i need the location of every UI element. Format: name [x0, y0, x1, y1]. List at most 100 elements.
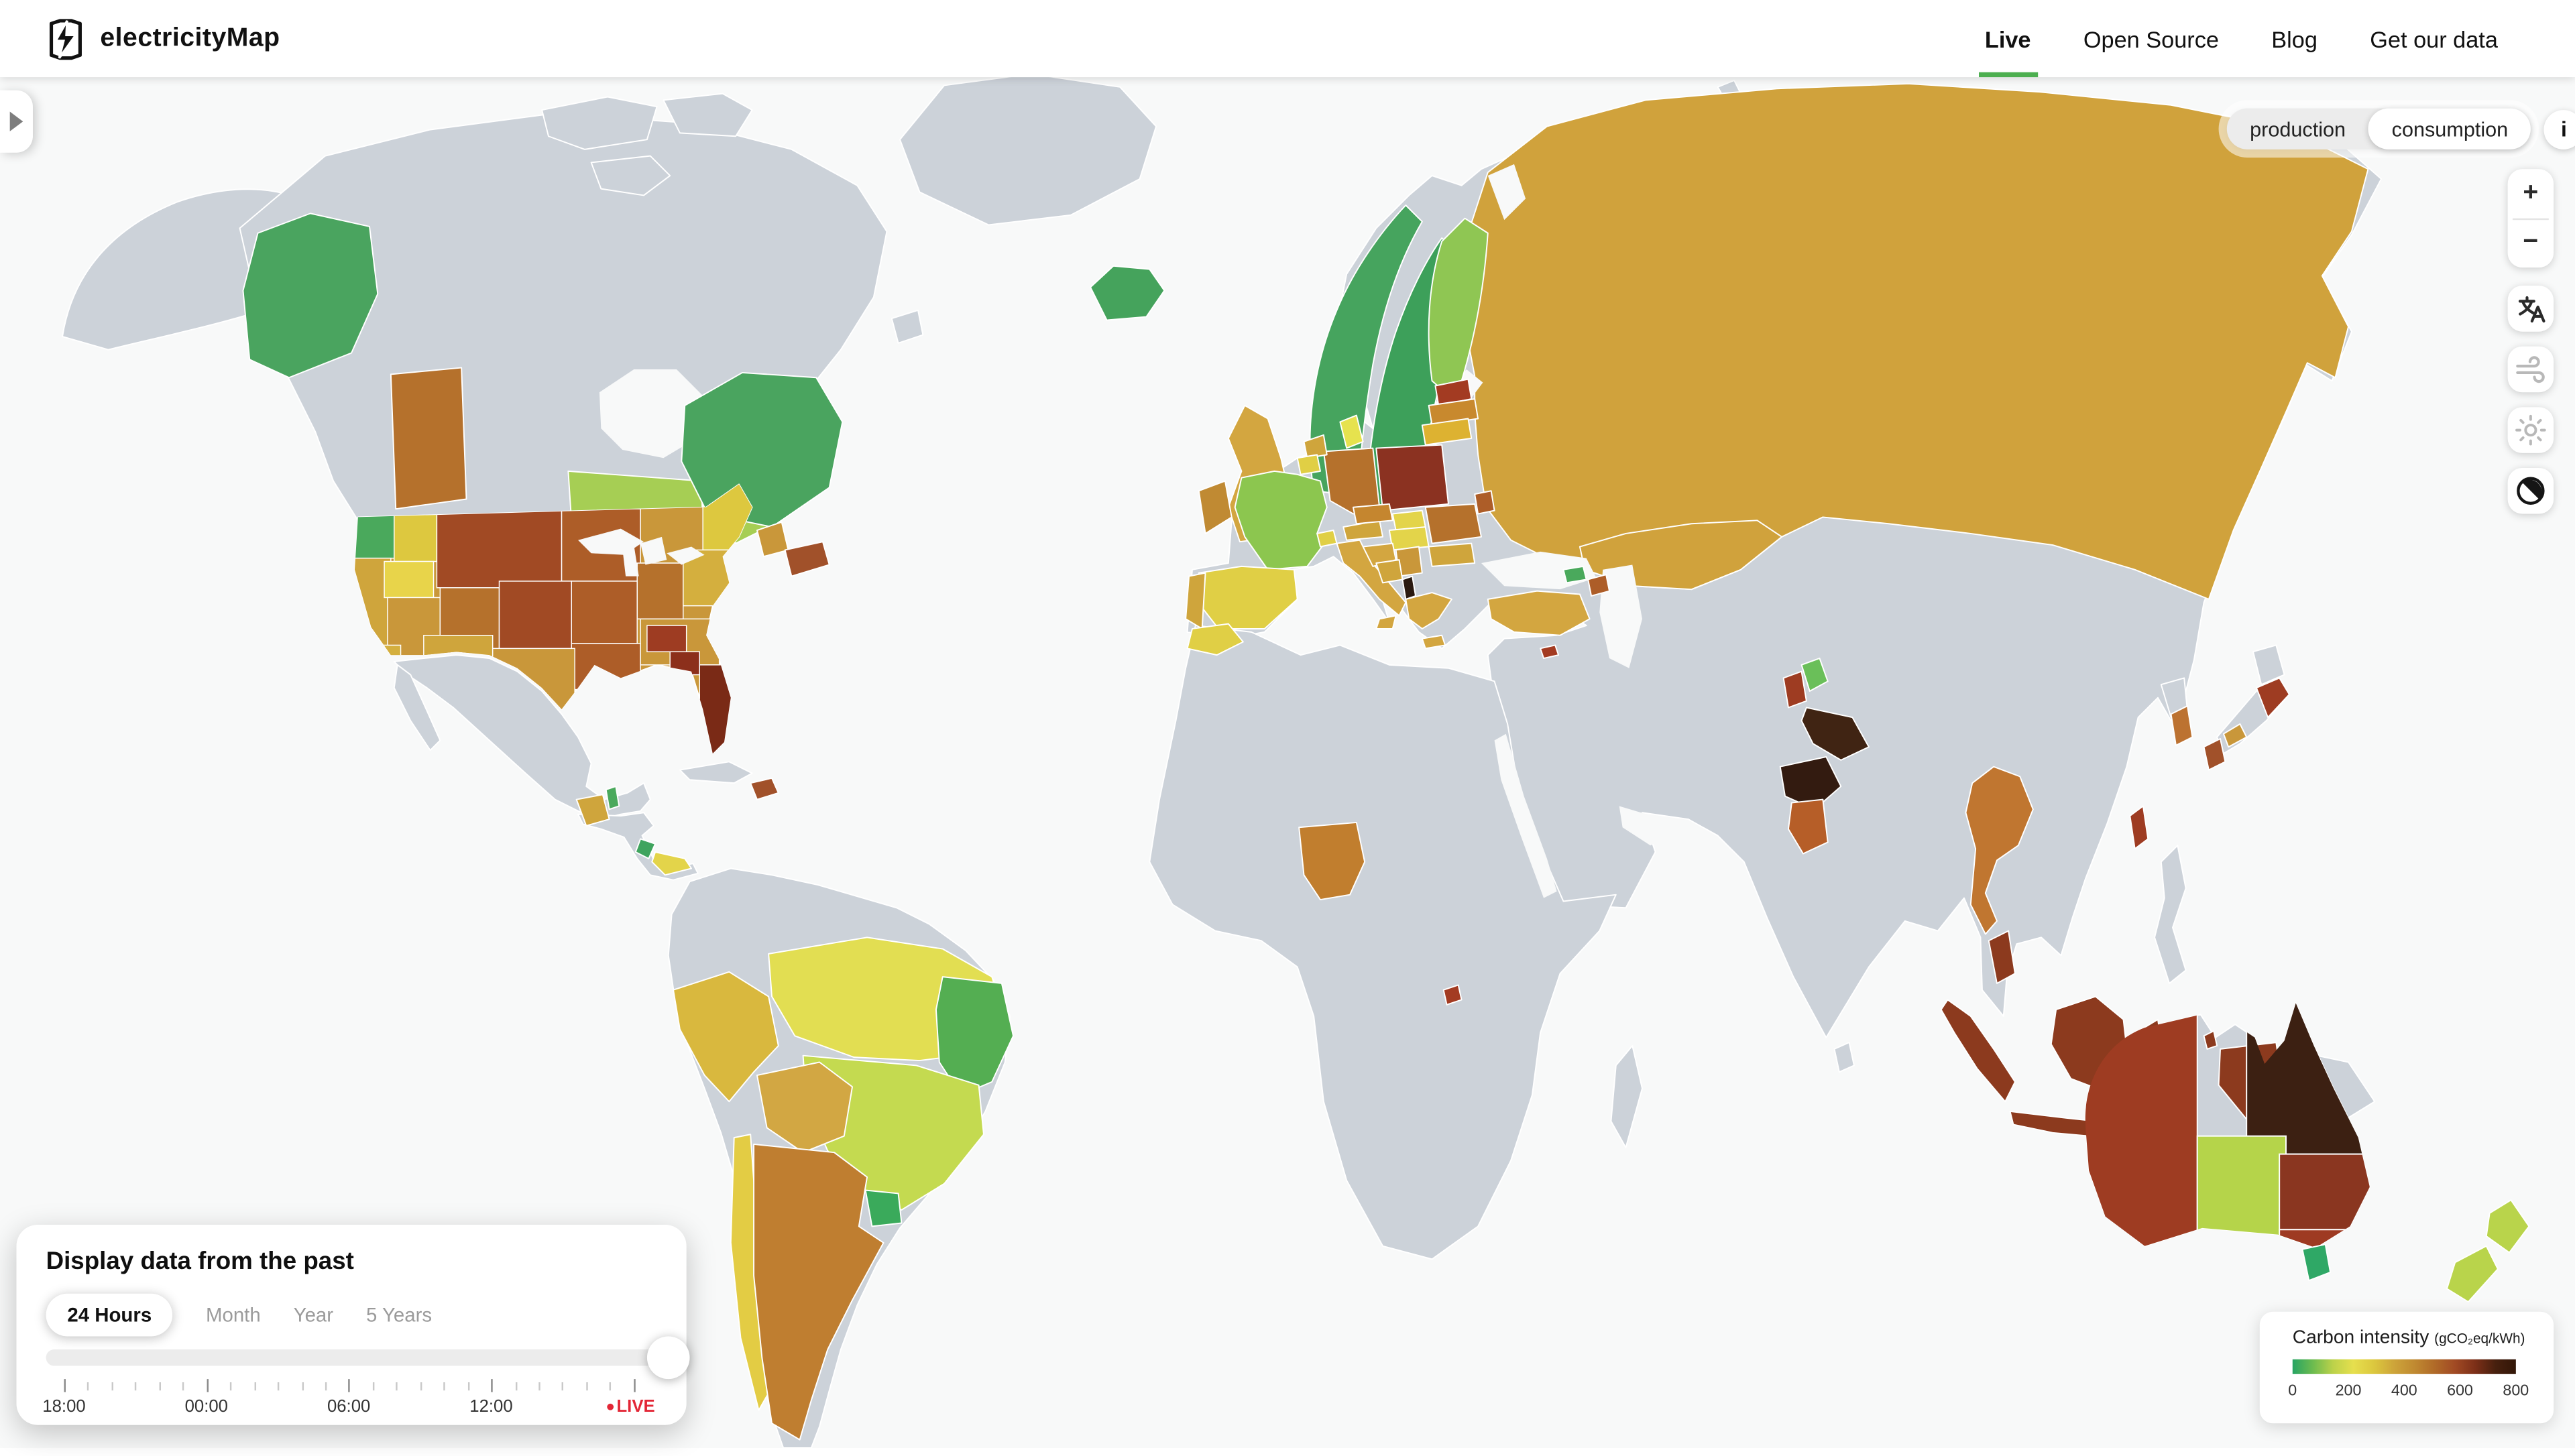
- region-moldova[interactable]: [1474, 490, 1495, 515]
- left-panel-expand-button[interactable]: [0, 90, 33, 153]
- region-costa-rica[interactable]: [634, 838, 656, 859]
- region-taiwan[interactable]: [2129, 805, 2149, 850]
- region-russia[interactable]: [1461, 82, 2369, 600]
- wind-layer-button[interactable]: [2507, 346, 2554, 393]
- region-india-karnataka[interactable]: [1787, 798, 1829, 855]
- region-turkey[interactable]: [1487, 590, 1591, 636]
- region-kosovo[interactable]: [1401, 575, 1417, 600]
- range-tabs: 24 Hours Month Year 5 Years: [46, 1293, 433, 1337]
- region-sumatra[interactable]: [1940, 999, 2016, 1103]
- region-guatemala[interactable]: [575, 794, 610, 827]
- region-us-montana-dakotas[interactable]: [436, 508, 563, 589]
- timeline-tick: [420, 1382, 422, 1391]
- range-tab-year[interactable]: Year: [293, 1303, 334, 1327]
- region-india-uttar-pradesh[interactable]: [1800, 707, 1870, 761]
- region-switzerland[interactable]: [1316, 530, 1338, 548]
- range-tab-5-years[interactable]: 5 Years: [366, 1303, 433, 1327]
- region-us-idaho[interactable]: [394, 508, 438, 562]
- region-sri-lanka: [1833, 1042, 1855, 1073]
- region-nova-scotia[interactable]: [784, 541, 830, 577]
- region-crete[interactable]: [1421, 634, 1446, 650]
- region-japan-chugoku[interactable]: [2222, 723, 2248, 748]
- region-japan-tohoku[interactable]: [2255, 677, 2290, 719]
- language-button[interactable]: [2507, 286, 2554, 332]
- region-belgium[interactable]: [1296, 454, 1321, 475]
- range-tab-24-hours[interactable]: 24 Hours: [46, 1293, 174, 1337]
- region-iceland[interactable]: [1090, 265, 1165, 321]
- region-peru[interactable]: [673, 971, 779, 1103]
- nav-item-get-our-data[interactable]: Get our data: [2370, 25, 2498, 52]
- region-uruguay[interactable]: [864, 1189, 903, 1227]
- zoom-out-button[interactable]: −: [2523, 229, 2539, 257]
- region-panama[interactable]: [651, 851, 693, 876]
- legend-tick-200: 200: [2335, 1382, 2362, 1400]
- region-quebec[interactable]: [681, 371, 844, 528]
- region-belize[interactable]: [605, 786, 620, 810]
- legend-tick-600: 600: [2447, 1382, 2473, 1400]
- region-alberta[interactable]: [390, 367, 467, 510]
- mode-option-consumption[interactable]: consumption: [2368, 108, 2531, 149]
- zoom-in-button[interactable]: +: [2523, 178, 2539, 206]
- region-morocco[interactable]: [1186, 623, 1244, 656]
- timeline-tick: [538, 1382, 540, 1391]
- region-thailand[interactable]: [1965, 766, 2034, 935]
- region-bulgaria[interactable]: [1428, 542, 1476, 567]
- sun-icon: [2515, 414, 2546, 446]
- region-dominican-republic[interactable]: [750, 777, 779, 800]
- legend-title: Carbon intensity (gCO₂eq/kWh): [2293, 1328, 2525, 1347]
- time-slider[interactable]: [46, 1336, 690, 1380]
- region-azerbaijan[interactable]: [1587, 574, 1610, 597]
- region-tasmania[interactable]: [2301, 1243, 2332, 1282]
- region-us-central-plains[interactable]: [498, 581, 572, 654]
- region-hungary[interactable]: [1388, 526, 1430, 551]
- region-nigeria[interactable]: [1298, 821, 1366, 901]
- region-peninsular-malaysia[interactable]: [1988, 930, 2016, 984]
- region-argentina[interactable]: [753, 1143, 884, 1441]
- region-finland[interactable]: [1428, 217, 1489, 393]
- region-india-maharashtra[interactable]: [1779, 756, 1842, 810]
- region-new-zealand-south[interactable]: [2446, 1245, 2499, 1303]
- region-sicily[interactable]: [1375, 615, 1397, 629]
- region-burundi[interactable]: [1442, 984, 1463, 1006]
- region-lithuania[interactable]: [1421, 418, 1473, 446]
- lake-erie-ontario: [667, 546, 705, 565]
- info-button[interactable]: i: [2544, 109, 2575, 149]
- time-slider-handle[interactable]: [646, 1336, 690, 1380]
- mode-option-production[interactable]: production: [2250, 117, 2346, 141]
- nav-item-live[interactable]: Live: [1978, 0, 2038, 78]
- dark-mode-button[interactable]: [2507, 467, 2554, 514]
- region-us-tennessee[interactable]: [646, 625, 687, 652]
- region-japan-kyushu[interactable]: [2203, 738, 2226, 771]
- region-georgia-country[interactable]: [1562, 565, 1587, 584]
- region-czechia[interactable]: [1352, 503, 1393, 525]
- region-us-ohio-valley[interactable]: [636, 562, 684, 620]
- region-maluku[interactable]: [2203, 1030, 2218, 1050]
- region-british-columbia[interactable]: [242, 213, 379, 379]
- region-cyprus[interactable]: [1540, 644, 1560, 660]
- brand[interactable]: electricityMap: [43, 15, 280, 62]
- nav-item-open-source[interactable]: Open Source: [2083, 25, 2219, 52]
- region-norway[interactable]: [1309, 204, 1423, 497]
- region-new-zealand-north[interactable]: [2485, 1199, 2530, 1254]
- region-india-punjab[interactable]: [1782, 670, 1807, 709]
- region-ireland[interactable]: [1198, 480, 1233, 534]
- region-us-pacific-northwest[interactable]: [348, 511, 395, 559]
- region-bolivia[interactable]: [756, 1061, 854, 1154]
- nav-item-blog[interactable]: Blog: [2271, 25, 2318, 52]
- region-netherlands[interactable]: [1303, 434, 1328, 459]
- region-romania[interactable]: [1424, 503, 1482, 544]
- region-australia-nsw[interactable]: [2279, 1153, 2385, 1231]
- region-us-wyoming[interactable]: [384, 560, 435, 599]
- timeline-tick: [633, 1379, 636, 1392]
- region-portugal[interactable]: [1185, 572, 1206, 629]
- range-tab-month[interactable]: Month: [206, 1303, 261, 1327]
- region-south-korea[interactable]: [2170, 705, 2193, 746]
- region-denmark[interactable]: [1339, 414, 1364, 449]
- region-greece[interactable]: [1405, 592, 1452, 629]
- electricitymap-logo-icon: [49, 18, 82, 59]
- solar-layer-button[interactable]: [2507, 407, 2554, 453]
- region-poland[interactable]: [1375, 444, 1449, 511]
- region-india-himachal-pradesh[interactable]: [1800, 658, 1829, 692]
- timeline-ticks: [16, 1379, 686, 1395]
- region-us-missouri-valley[interactable]: [571, 581, 638, 644]
